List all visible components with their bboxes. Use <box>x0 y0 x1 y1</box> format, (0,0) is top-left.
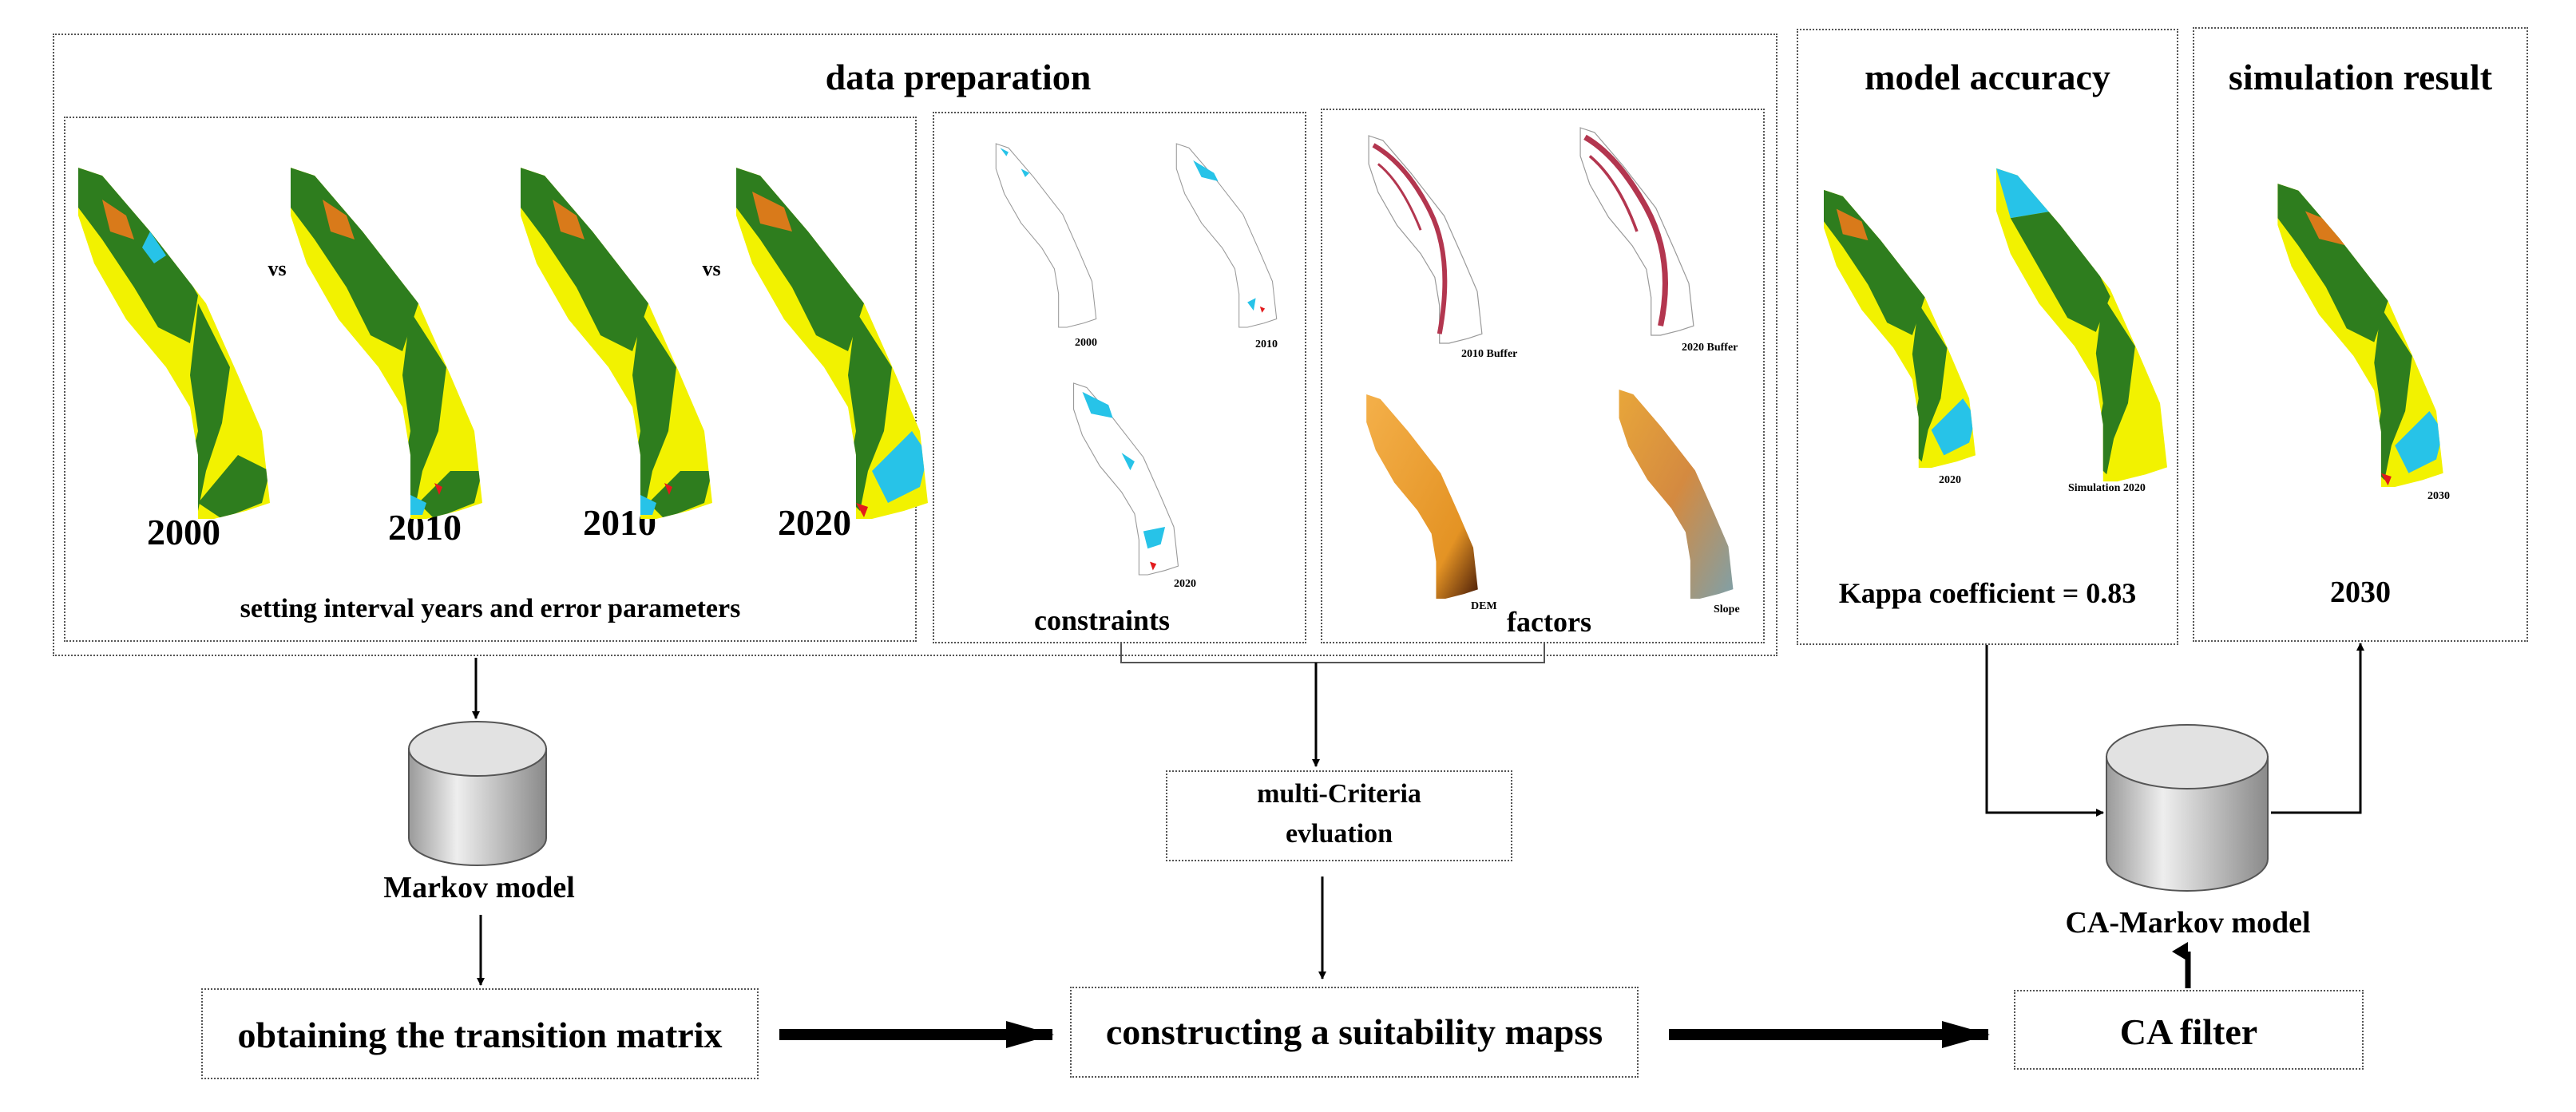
interval-years-panel <box>64 117 917 642</box>
constraint-map-2010 <box>1175 143 1278 328</box>
map-caption: 2020 Buffer <box>1682 342 1738 354</box>
constraints-label: constraints <box>1034 604 1170 636</box>
map-caption: Slope <box>1714 603 1740 615</box>
vs-label-1: vs <box>268 257 287 280</box>
transition-matrix-box <box>201 988 759 1079</box>
constraint-map-2000 <box>995 143 1097 328</box>
factors-label: factors <box>1507 606 1591 638</box>
data-preparation-panel <box>53 34 1777 656</box>
model-accuracy-panel <box>1797 29 2178 645</box>
mce-line-2: evluation <box>1285 819 1393 849</box>
simulation-result-title: simulation result <box>2228 57 2493 97</box>
lulc-map-2020 <box>736 168 928 519</box>
buffer-map-2020 <box>1579 127 1694 336</box>
map-caption: 2010 <box>1255 338 1278 350</box>
ca-filter-box <box>2014 990 2364 1070</box>
markov-database-icon <box>408 721 547 866</box>
map-caption: Simulation 2020 <box>2068 482 2146 494</box>
map-caption: 2020 <box>1939 474 1961 486</box>
suitability-label: constructing a suitability mapss <box>1105 1011 1603 1052</box>
vs-label-2: vs <box>702 257 721 280</box>
mce-box <box>1166 770 1512 861</box>
model-accuracy-title: model accuracy <box>1865 57 2110 97</box>
constraints-panel <box>933 112 1306 643</box>
mce-line-1: multi-Criteria <box>1257 779 1421 809</box>
lulc-map-2000 <box>78 168 270 519</box>
map-caption: 2010 Buffer <box>1461 348 1518 360</box>
ca-filter-label: CA filter <box>2119 1011 2258 1052</box>
ca-markov-database-icon <box>2106 724 2269 892</box>
buffer-map-2010 <box>1368 135 1483 344</box>
factors-panel <box>1321 109 1765 643</box>
map-caption: 2020 <box>1174 578 1196 590</box>
data-preparation-title: data preparation <box>825 57 1092 97</box>
accuracy-map-2020 <box>1824 189 1976 469</box>
markov-model-label: Markov model <box>383 871 575 904</box>
accuracy-map-simulation <box>1996 168 2167 482</box>
lulc-map-2010 <box>291 168 482 519</box>
simulation-result-panel <box>2193 27 2528 642</box>
constraint-map-2020 <box>1072 382 1179 576</box>
map-caption: 2000 <box>1075 337 1097 349</box>
map-caption: 2030 <box>2427 490 2450 502</box>
simulation-year: 2030 <box>2330 576 2391 609</box>
kappa-label: Kappa coefficient = 0.83 <box>1838 577 2137 609</box>
interval-caption: setting interval years and error paramet… <box>240 594 741 623</box>
map-caption: DEM <box>1471 600 1497 612</box>
transition-matrix-label: obtaining the transition matrix <box>237 1015 723 1055</box>
year-label-4: 2020 <box>778 502 851 543</box>
ca-markov-label: CA-Markov model <box>2065 906 2311 940</box>
simulation-map-2030 <box>2277 184 2443 487</box>
lulc-map-2010-b <box>521 168 712 519</box>
suitability-box <box>1070 987 1639 1078</box>
